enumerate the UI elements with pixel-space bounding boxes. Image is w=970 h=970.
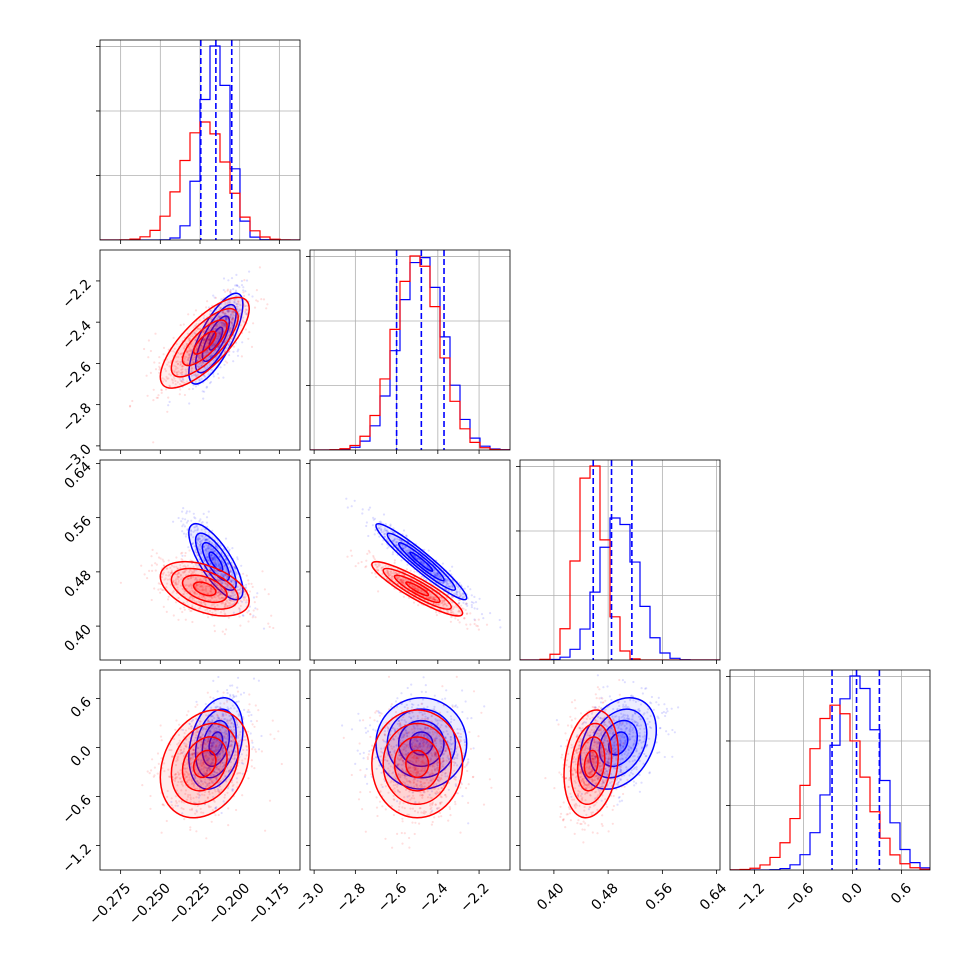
panel-frame [309, 249, 511, 451]
density-contour-series-0 [194, 708, 237, 779]
density-contour-series-1 [181, 574, 228, 604]
panel-frame [519, 669, 721, 871]
scatter-panel-0-3 [141, 675, 283, 840]
density-contour-series-1 [563, 709, 620, 819]
density-contour-series-1 [393, 736, 441, 792]
x-tick-label: 0.6 [888, 880, 915, 907]
density-contour-series-0 [397, 719, 445, 768]
density-contour-series-0 [201, 315, 231, 363]
panel-frame [309, 669, 511, 871]
density-contour-series-1 [382, 722, 452, 806]
density-contour-series-1 [192, 330, 217, 355]
density-contour-series-1 [405, 749, 430, 779]
density-contour-series-1 [192, 749, 217, 779]
panel-frame [309, 459, 511, 661]
density-contour-series-1 [181, 319, 228, 367]
histogram-series-1 [730, 704, 930, 870]
histogram-panel-2 [520, 460, 720, 660]
density-contour-series-1 [181, 736, 228, 792]
x-tick-label: −3.0 [292, 880, 327, 915]
y-tick-label: 0.56 [61, 513, 94, 546]
x-tick-label: −0.225 [166, 880, 214, 928]
y-tick-label: −1.2 [59, 841, 94, 876]
density-contour-series-1 [170, 567, 239, 610]
density-contour-series-1 [405, 581, 430, 597]
density-contour-series-1 [170, 722, 239, 806]
scatter-panel-0-1 [128, 266, 269, 444]
density-contour-series-1 [159, 296, 250, 389]
x-tick-label: −2.6 [375, 880, 410, 915]
y-tick-label: −2.8 [59, 400, 94, 435]
density-contour-series-1 [159, 709, 250, 819]
scatter-panel-0-2 [119, 507, 275, 636]
x-tick-label: −0.175 [245, 880, 293, 928]
panel-frame [729, 669, 931, 871]
histogram-panel-0 [100, 40, 300, 240]
histogram-series-0 [310, 256, 510, 450]
scatter-panel-1-3 [341, 675, 510, 849]
density-contour-series-1 [192, 581, 217, 597]
x-tick-label: 0.0 [839, 880, 866, 907]
y-tick-label: −0.6 [59, 792, 94, 827]
y-tick-label: −2.4 [59, 318, 94, 353]
density-contour-series-0 [188, 697, 244, 790]
histogram-series-1 [100, 121, 300, 240]
x-tick-label: −1.2 [733, 880, 768, 915]
sample-points-series-1 [128, 266, 269, 444]
density-contour-series-1 [159, 560, 250, 617]
x-tick-label: 0.48 [588, 880, 621, 913]
x-tick-label: −0.6 [782, 880, 817, 915]
y-tick-label: 0.6 [68, 694, 95, 721]
density-contour-series-1 [382, 567, 452, 610]
histogram-panel-1 [310, 250, 510, 450]
density-contour-series-1 [170, 308, 239, 378]
density-contour-series-1 [576, 736, 606, 792]
sample-points-series-1 [346, 549, 489, 631]
y-tick-label: −2.6 [59, 359, 94, 394]
x-tick-label: −2.8 [334, 880, 369, 915]
density-contour-series-0 [208, 326, 224, 351]
density-contour-series-1 [371, 709, 464, 819]
x-tick-label: −0.250 [126, 880, 174, 928]
panel-frame [519, 459, 721, 661]
density-contour-series-0 [409, 551, 434, 572]
scatter-panel-2-3 [544, 674, 680, 844]
density-contour-series-0 [386, 532, 457, 591]
x-tick-label: −2.2 [457, 880, 492, 915]
x-tick-label: 0.56 [643, 880, 676, 913]
y-tick-label: 0.0 [68, 743, 95, 770]
y-tick-label: 0.40 [61, 622, 94, 655]
x-tick-label: 0.40 [534, 880, 567, 913]
sample-points-series-0 [167, 270, 254, 407]
x-tick-label: −0.200 [205, 880, 253, 928]
scatter-panel-1-2 [345, 497, 502, 631]
histogram-series-1 [310, 255, 510, 450]
density-contour-series-1 [583, 749, 599, 779]
histogram-panel-3 [730, 670, 930, 870]
y-tick-label: −2.2 [59, 276, 94, 311]
density-contour-series-0 [201, 719, 231, 768]
x-tick-label: −0.275 [86, 880, 134, 928]
x-tick-label: −2.4 [416, 880, 451, 915]
histogram-series-1 [520, 465, 720, 660]
y-tick-label: 0.48 [61, 567, 94, 600]
density-contour-series-0 [194, 532, 237, 591]
x-tick-label: 0.64 [697, 880, 730, 913]
